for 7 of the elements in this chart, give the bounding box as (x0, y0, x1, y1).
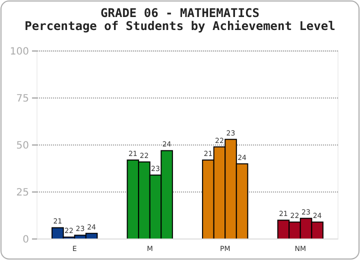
chart-title: GRADE 06 - MATHEMATICS (100, 6, 260, 20)
y-tick-label: 75 (16, 94, 29, 104)
chart-subtitle: Percentage of Students by Achievement Level (24, 19, 336, 33)
y-tick-label: 0 (22, 234, 29, 246)
y-tick-label: 100 (10, 46, 29, 58)
y-tick-label: 25 (16, 188, 29, 198)
y-tick-label: 50 (16, 140, 29, 152)
